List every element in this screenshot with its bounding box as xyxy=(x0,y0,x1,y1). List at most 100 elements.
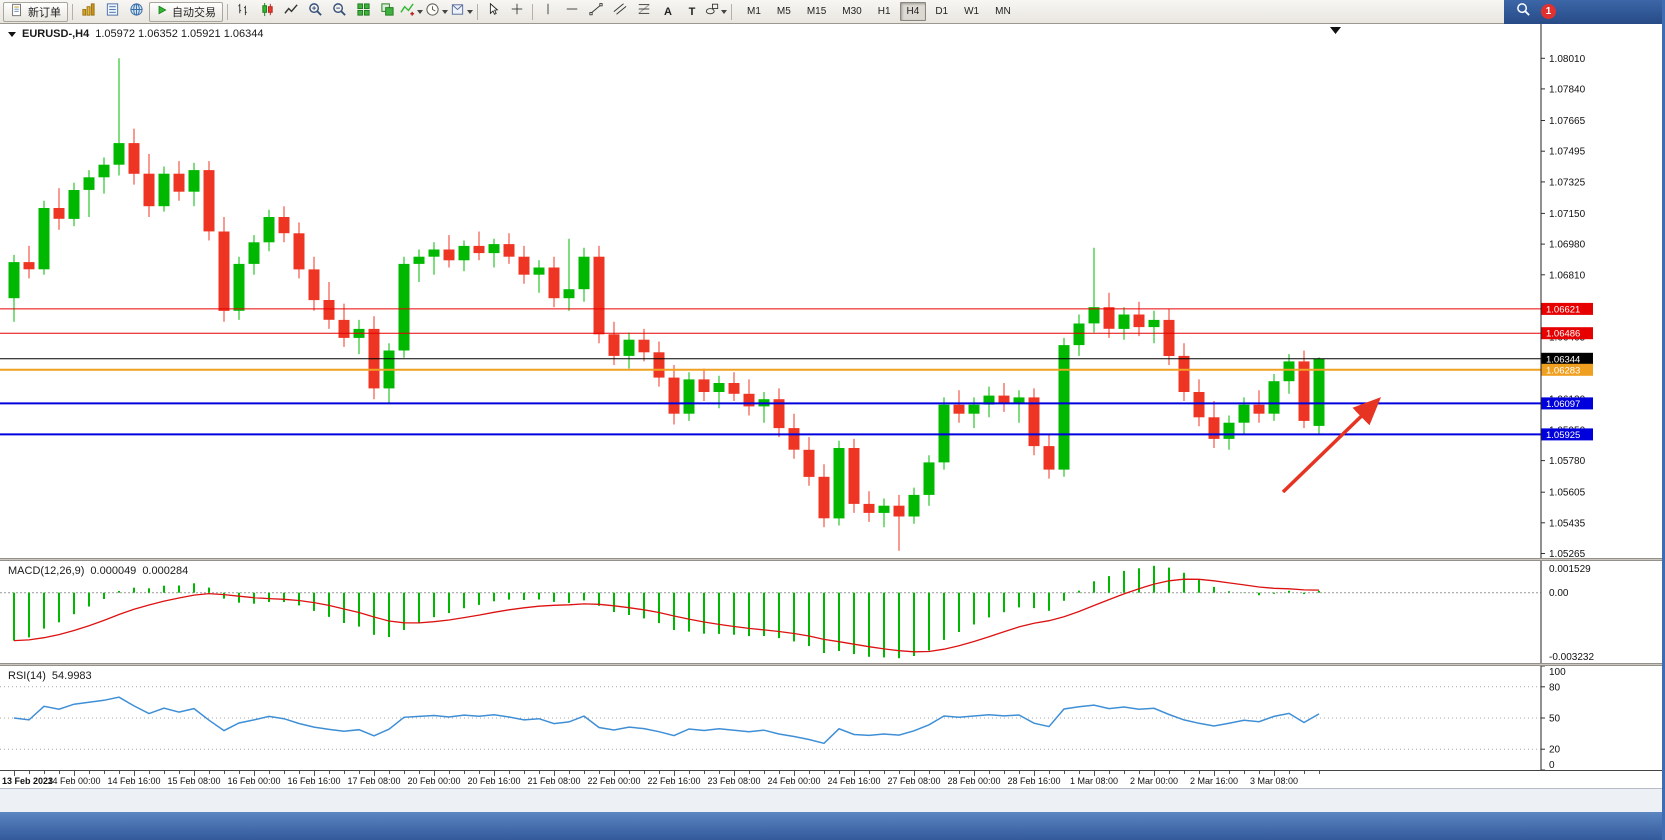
trendline-button[interactable] xyxy=(585,2,607,22)
svg-text:1.06980: 1.06980 xyxy=(1549,240,1586,251)
text-icon: A xyxy=(664,5,672,18)
time-tick xyxy=(1049,771,1050,774)
text-button[interactable]: A xyxy=(657,2,679,22)
timeframe-h4-button[interactable]: H4 xyxy=(899,2,927,21)
time-tick-major xyxy=(14,771,15,776)
tile-windows-button[interactable] xyxy=(352,2,374,22)
time-tick xyxy=(299,771,300,774)
time-tick-major xyxy=(554,771,555,776)
macd-signal-value: 0.000284 xyxy=(142,565,189,577)
vertical-line-button[interactable] xyxy=(537,2,559,22)
panel-divider[interactable] xyxy=(0,663,1662,666)
candlestick-button[interactable] xyxy=(256,2,278,22)
time-tick-major xyxy=(1214,771,1215,776)
time-tick xyxy=(899,771,900,774)
autotrading-button[interactable]: 自动交易 xyxy=(149,1,223,22)
timeframe-mn-button[interactable]: MN xyxy=(995,6,1011,17)
panel-divider[interactable] xyxy=(0,558,1662,561)
search-icon[interactable] xyxy=(1516,2,1531,22)
navigator-button[interactable] xyxy=(125,2,147,22)
svg-text:1.07495: 1.07495 xyxy=(1549,147,1586,158)
price-chart-panel[interactable]: EURUSD-,H4 1.05972 1.06352 1.05921 1.063… xyxy=(0,24,1662,558)
timeframe-h1-button[interactable]: H1 xyxy=(877,6,891,17)
time-tick xyxy=(479,771,480,774)
fibonacci-button[interactable] xyxy=(633,2,655,22)
time-tick xyxy=(764,771,765,774)
zoom-out-button[interactable] xyxy=(328,2,350,22)
time-tick-major xyxy=(914,771,915,776)
time-label: 16 Feb 16:00 xyxy=(287,776,341,786)
shapes-button[interactable] xyxy=(705,2,727,22)
timeframe-m1-button[interactable]: M1 xyxy=(747,6,761,17)
time-tick xyxy=(89,771,90,774)
price-tag-resistance-2: 1.06486 xyxy=(1541,327,1593,340)
market-watch-icon xyxy=(81,2,96,22)
horizontal-line-button[interactable] xyxy=(561,2,583,22)
time-label: 15 Feb 08:00 xyxy=(167,776,221,786)
dropdown-arrow-icon xyxy=(467,9,473,14)
zoom-in-button[interactable] xyxy=(304,2,326,22)
time-tick xyxy=(599,771,600,774)
time-axis[interactable]: 13 Feb 2023 14 Feb 00:00 14 Feb 16:00 15 Fe… xyxy=(0,770,1662,788)
time-tick xyxy=(209,771,210,774)
svg-text:0.001529: 0.001529 xyxy=(1549,564,1591,575)
time-tick xyxy=(749,771,750,774)
time-tick xyxy=(944,771,945,774)
notification-badge[interactable]: 1 xyxy=(1541,4,1556,19)
time-tick xyxy=(224,771,225,774)
time-label: 3 Mar 08:00 xyxy=(1249,776,1299,786)
new-order-button[interactable]: 新订单 xyxy=(3,1,68,22)
timeframe-m15-button[interactable]: M15 xyxy=(806,6,827,17)
timeframe-m30-button[interactable]: M30 xyxy=(842,6,862,17)
svg-text:80: 80 xyxy=(1549,682,1561,693)
cascade-windows-button[interactable] xyxy=(376,2,398,22)
templates-button[interactable] xyxy=(450,2,473,22)
label-icon: T xyxy=(688,5,696,18)
time-tick xyxy=(809,771,810,774)
time-tick-major xyxy=(854,771,855,776)
time-tick-major xyxy=(614,771,615,776)
line-chart-button[interactable] xyxy=(280,2,302,22)
time-label: 21 Feb 08:00 xyxy=(527,776,581,786)
channel-icon xyxy=(613,2,627,21)
data-window-button[interactable] xyxy=(101,2,123,22)
svg-text:1.05925: 1.05925 xyxy=(1546,430,1580,441)
time-tick xyxy=(704,771,705,774)
chart-menu-icon[interactable] xyxy=(8,31,16,37)
macd-chart: 0.001529 0.00 -0.003232 xyxy=(0,561,1594,663)
bar-chart-button[interactable] xyxy=(232,2,254,22)
svg-text:1.06344: 1.06344 xyxy=(1546,354,1580,365)
timeframe-toolbar: M1 M5 M15 M30 H1 H4 D1 W1 MN xyxy=(739,2,1019,21)
time-label: 24 Feb 16:00 xyxy=(827,776,881,786)
channel-button[interactable] xyxy=(609,2,631,22)
status-strip xyxy=(0,788,1662,812)
line-chart-icon xyxy=(283,2,299,22)
crosshair-icon xyxy=(510,2,524,21)
cursor-button[interactable] xyxy=(482,2,504,22)
svg-text:1.08010: 1.08010 xyxy=(1549,54,1586,65)
time-tick-major xyxy=(74,771,75,776)
macd-panel[interactable]: MACD(12,26,9) 0.000049 0.000284 0.001529… xyxy=(0,561,1662,663)
toolbar-separator xyxy=(72,3,73,20)
time-tick xyxy=(989,771,990,774)
macd-title: MACD(12,26,9) 0.000049 0.000284 xyxy=(8,565,188,577)
timeframe-d1-button[interactable]: D1 xyxy=(935,6,949,17)
periods-button[interactable] xyxy=(425,2,448,22)
market-watch-button[interactable] xyxy=(77,2,99,22)
timeframe-m5-button[interactable]: M5 xyxy=(776,6,791,17)
price-chart[interactable]: 1.08010 1.07840 1.07665 1.07495 1.07325 1.071… xyxy=(0,24,1665,558)
rsi-panel[interactable]: RSI(14) 54.9983 100 80 50 20 0 xyxy=(0,666,1662,770)
bar-chart-icon xyxy=(236,2,251,22)
shift-marker[interactable] xyxy=(1330,27,1341,34)
indicators-button[interactable] xyxy=(400,2,423,22)
crosshair-button[interactable] xyxy=(506,2,528,22)
time-tick-major xyxy=(1034,771,1035,776)
trend-arrow[interactable] xyxy=(1281,397,1382,494)
time-tick xyxy=(59,771,60,774)
label-button[interactable]: T xyxy=(681,2,703,22)
time-tick xyxy=(719,771,720,774)
cursor-icon xyxy=(486,2,500,21)
time-tick xyxy=(1019,771,1020,774)
timeframe-w1-button[interactable]: W1 xyxy=(964,6,980,17)
time-label: 22 Feb 16:00 xyxy=(647,776,701,786)
